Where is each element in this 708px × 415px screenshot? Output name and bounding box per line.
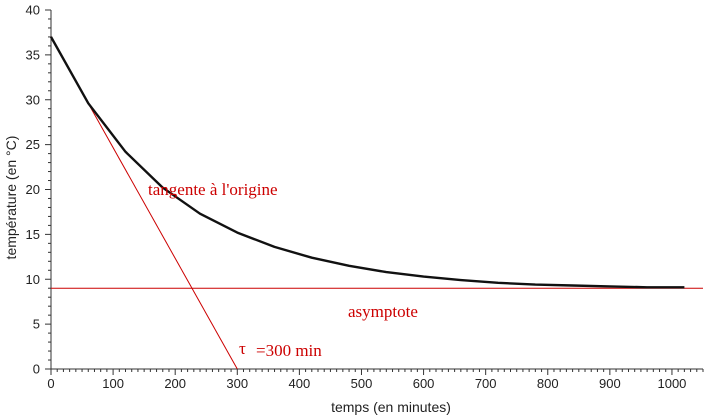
- data-series: [49, 36, 685, 289]
- x-tick-label: 500: [351, 376, 373, 391]
- tangent-label: tangente à l'origine: [148, 180, 278, 199]
- x-tick-label: 700: [475, 376, 497, 391]
- x-axis-title: temps (en minutes): [331, 399, 451, 415]
- x-tick-label: 600: [413, 376, 435, 391]
- y-axis-title: température (en °C): [3, 136, 19, 260]
- x-tick-label: 200: [164, 376, 186, 391]
- y-tick-label: 5: [33, 317, 40, 332]
- x-tick-label: 100: [102, 376, 124, 391]
- x-tick-label: 900: [599, 376, 621, 391]
- y-tick-label: 30: [26, 92, 40, 107]
- ticks: 0 100 200 300 400 500 600 700 800 900 1000 0 5 10 15 20…: [26, 3, 704, 391]
- y-tick-label: 25: [26, 137, 40, 152]
- y-tick-label: 40: [26, 3, 40, 18]
- x-tick-label: 400: [289, 376, 311, 391]
- y-tick-label: 0: [33, 362, 40, 377]
- x-tick-label: 800: [537, 376, 559, 391]
- y-tick-label: 35: [26, 47, 40, 62]
- x-tick-label: 0: [47, 376, 54, 391]
- asymptote-label: asymptote: [348, 302, 418, 321]
- x-tick-label: 300: [226, 376, 248, 391]
- x-tick-label: 1000: [657, 376, 686, 391]
- y-tick-label: 20: [26, 182, 40, 197]
- tau-symbol: τ: [239, 339, 246, 358]
- y-tick-label: 10: [26, 272, 40, 287]
- tau-label: =300 min: [256, 341, 322, 360]
- annotations: tangente à l'origine asymptote τ =300 mi…: [148, 180, 418, 360]
- y-tick-label: 15: [26, 227, 40, 242]
- temperature-curve: [49, 36, 685, 289]
